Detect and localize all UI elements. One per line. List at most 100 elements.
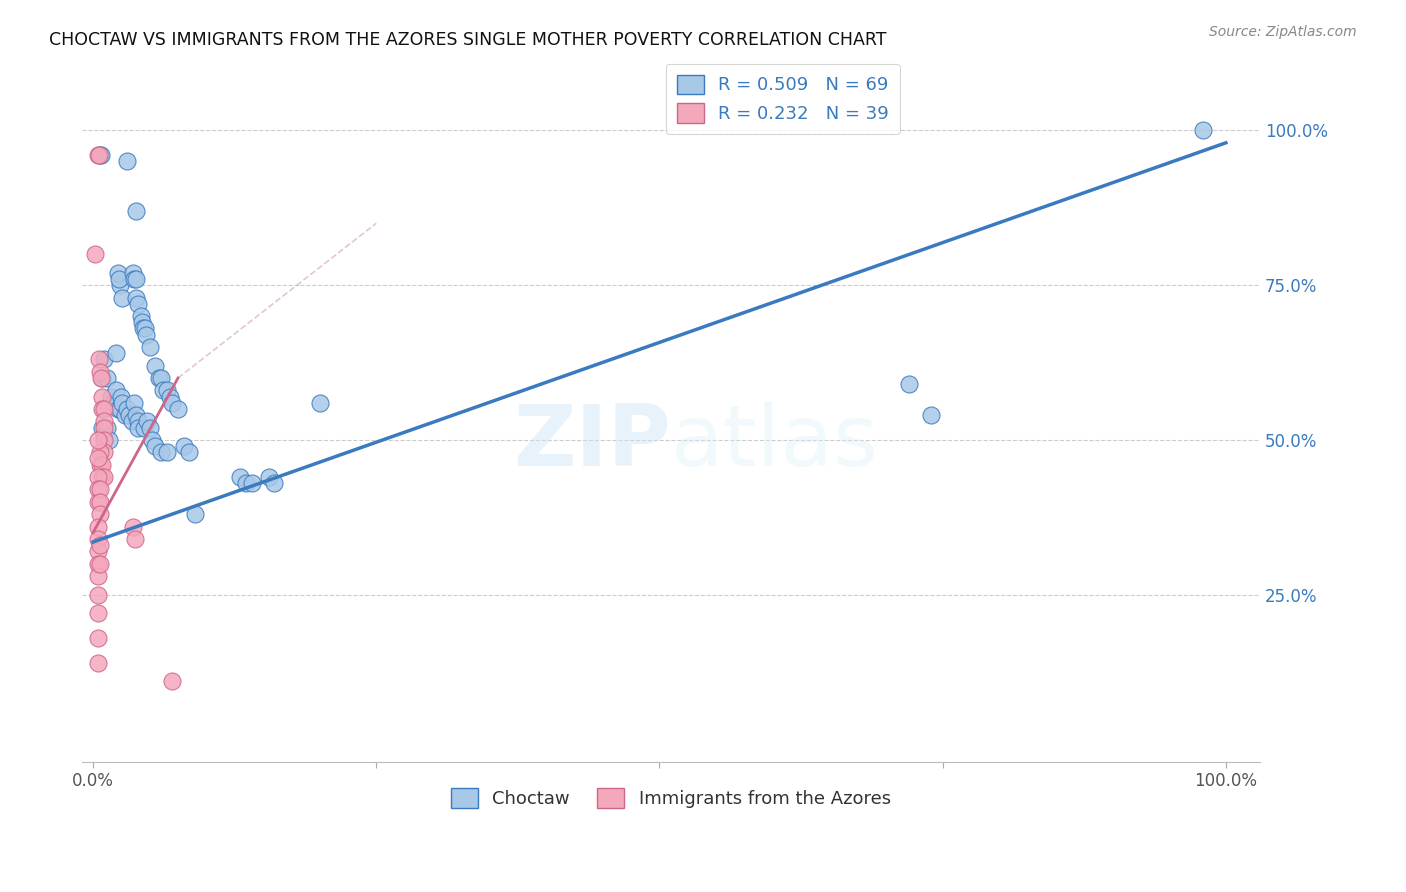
Point (127, 297, 149, 311)
Point (104, 346, 127, 360)
Point (122, 272, 145, 286)
Point (124, 532, 146, 546)
Point (86, 569, 108, 583)
Point (110, 278, 132, 293)
Point (122, 396, 145, 410)
Point (173, 439, 195, 453)
Point (89, 445, 111, 459)
Point (121, 519, 143, 533)
Point (86, 631, 108, 645)
Point (110, 390, 132, 404)
Point (156, 384, 179, 398)
Point (86, 519, 108, 533)
Point (89, 483, 111, 497)
Point (93, 426, 115, 441)
Point (121, 266, 143, 280)
Point (263, 476, 285, 491)
Point (115, 154, 138, 169)
Point (93, 414, 115, 428)
Point (257, 470, 280, 484)
Point (86, 557, 108, 571)
Point (138, 420, 160, 434)
Point (97, 433, 120, 447)
Point (86, 532, 108, 546)
Point (156, 445, 179, 459)
Point (129, 309, 152, 323)
Point (131, 315, 153, 329)
Point (104, 384, 127, 398)
Point (159, 390, 181, 404)
Point (86, 483, 108, 497)
Point (125, 203, 148, 218)
Point (93, 352, 115, 367)
Text: CHOCTAW VS IMMIGRANTS FROM THE AZORES SINGLE MOTHER POVERTY CORRELATION CHART: CHOCTAW VS IMMIGRANTS FROM THE AZORES SI… (49, 31, 887, 49)
Point (150, 371, 173, 385)
Point (90, 148, 112, 162)
Point (920, 408, 942, 422)
Point (136, 414, 159, 428)
Point (127, 414, 149, 428)
Point (93, 470, 115, 484)
Point (86, 544, 108, 558)
Point (89, 458, 111, 472)
Text: atlas: atlas (671, 401, 879, 484)
Point (86, 470, 108, 484)
Point (125, 408, 148, 422)
Point (167, 401, 190, 416)
Point (138, 340, 160, 354)
Point (93, 445, 115, 459)
Point (141, 433, 163, 447)
Point (235, 476, 257, 491)
Point (89, 148, 111, 162)
Point (84, 247, 107, 261)
Point (134, 321, 156, 335)
Point (89, 495, 111, 509)
Point (91, 371, 114, 385)
Point (125, 272, 148, 286)
Text: ZIP: ZIP (513, 401, 671, 484)
Point (143, 359, 166, 373)
Point (89, 557, 111, 571)
Point (87, 352, 110, 367)
Point (91, 401, 114, 416)
Point (111, 396, 134, 410)
Point (89, 365, 111, 379)
Point (111, 291, 134, 305)
Point (96, 371, 118, 385)
Point (1192, 123, 1215, 137)
Point (89, 507, 111, 521)
Point (132, 321, 155, 335)
Point (91, 458, 114, 472)
Point (179, 445, 201, 459)
Point (110, 401, 132, 416)
Point (135, 327, 157, 342)
Point (87, 148, 110, 162)
Legend: Choctaw, Immigrants from the Azores: Choctaw, Immigrants from the Azores (444, 780, 898, 815)
Point (91, 390, 114, 404)
Point (115, 401, 138, 416)
Point (132, 420, 155, 434)
Point (118, 408, 141, 422)
Point (107, 266, 129, 280)
Point (91, 470, 114, 484)
Point (89, 538, 111, 552)
Point (90, 371, 112, 385)
Point (240, 476, 263, 491)
Text: Source: ZipAtlas.com: Source: ZipAtlas.com (1209, 25, 1357, 39)
Point (150, 445, 173, 459)
Point (125, 291, 148, 305)
Point (127, 420, 149, 434)
Point (114, 408, 136, 422)
Point (86, 656, 108, 670)
Point (143, 439, 166, 453)
Point (184, 507, 207, 521)
Point (86, 588, 108, 602)
Point (229, 470, 252, 484)
Point (121, 414, 143, 428)
Point (162, 396, 184, 410)
Point (148, 371, 170, 385)
Point (93, 433, 115, 447)
Point (86, 148, 108, 162)
Point (93, 420, 115, 434)
Point (86, 606, 108, 620)
